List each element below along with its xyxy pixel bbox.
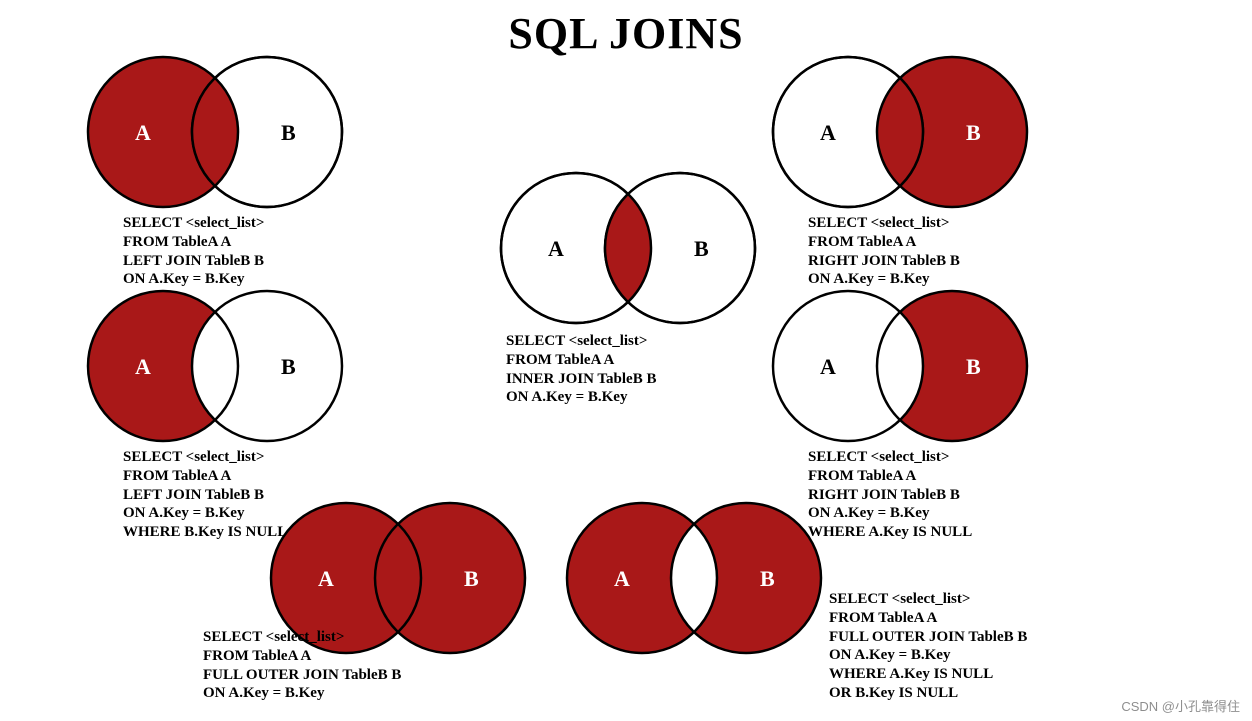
venn-left-join: A B [85, 52, 345, 212]
label-a: A [820, 120, 836, 146]
panel-full-outer: A B SELECT <select_list> FROM TableA A F… [268, 498, 528, 658]
label-b: B [694, 236, 709, 262]
panel-right-join: A B SELECT <select_list> FROM TableA A R… [770, 52, 1030, 212]
sql-left-join: SELECT <select_list> FROM TableA A LEFT … [123, 214, 264, 289]
venn-inner-join: A B [498, 168, 758, 328]
sql-full-outer-excl: SELECT <select_list> FROM TableA A FULL … [829, 590, 1027, 703]
label-a: A [318, 566, 334, 592]
label-a: A [614, 566, 630, 592]
panel-inner-join: A B SELECT <select_list> FROM TableA A I… [498, 168, 758, 328]
label-a: A [548, 236, 564, 262]
sql-left-excl: SELECT <select_list> FROM TableA A LEFT … [123, 448, 287, 542]
sql-right-join: SELECT <select_list> FROM TableA A RIGHT… [808, 214, 960, 289]
label-b: B [281, 120, 296, 146]
label-a: A [135, 354, 151, 380]
panel-left-join: A B SELECT <select_list> FROM TableA A L… [85, 52, 345, 212]
venn-left-excl: A B [85, 286, 345, 446]
watermark: CSDN @小孔靠得住 [1121, 696, 1240, 715]
label-b: B [281, 354, 296, 380]
panel-left-excl: A B SELECT <select_list> FROM TableA A L… [85, 286, 345, 446]
sql-inner-join: SELECT <select_list> FROM TableA A INNER… [506, 332, 656, 407]
sql-right-excl: SELECT <select_list> FROM TableA A RIGHT… [808, 448, 972, 542]
venn-right-join: A B [770, 52, 1030, 212]
label-b: B [966, 120, 981, 146]
label-b: B [966, 354, 981, 380]
label-a: A [820, 354, 836, 380]
label-b: B [760, 566, 775, 592]
venn-right-excl: A B [770, 286, 1030, 446]
label-b: B [464, 566, 479, 592]
panel-right-excl: A B SELECT <select_list> FROM TableA A R… [770, 286, 1030, 446]
venn-full-outer-excl: A B [564, 498, 824, 658]
panel-full-outer-excl: A B SELECT <select_list> FROM TableA A F… [564, 498, 824, 658]
sql-full-outer: SELECT <select_list> FROM TableA A FULL … [203, 628, 401, 703]
label-a: A [135, 120, 151, 146]
